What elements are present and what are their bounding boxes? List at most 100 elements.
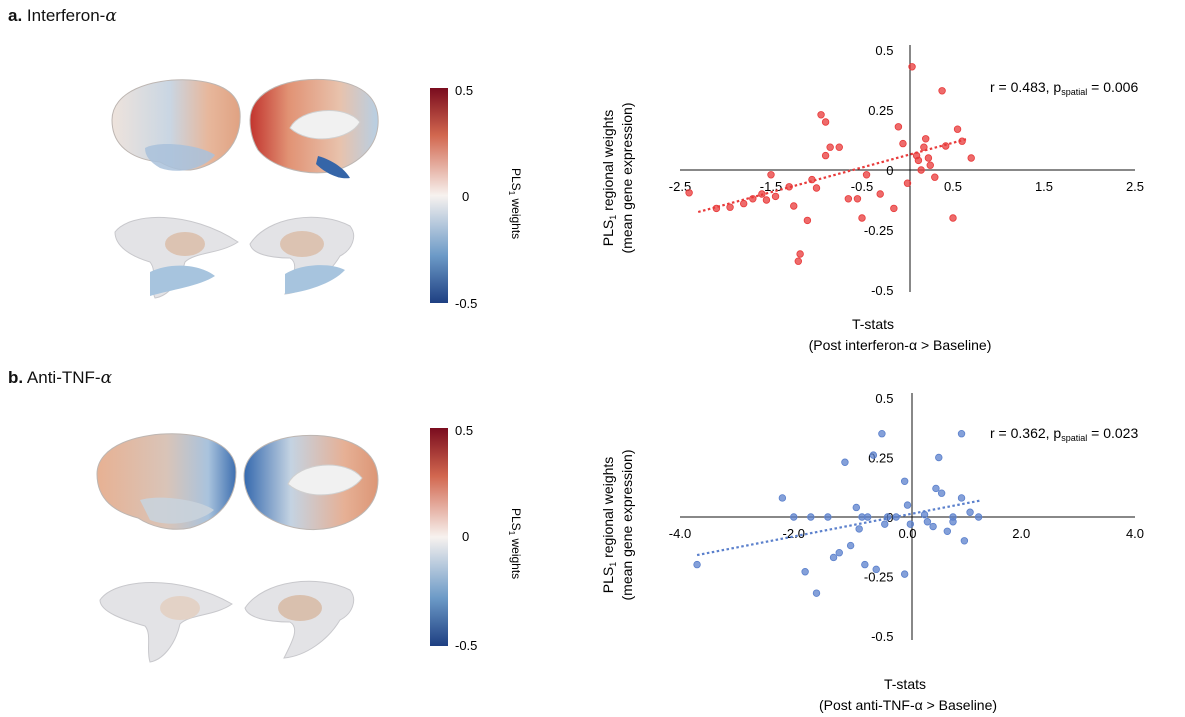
panel-a-point-22 bbox=[853, 195, 862, 203]
panel-b-point-1 bbox=[778, 494, 787, 502]
panel-a-point-34 bbox=[920, 143, 928, 151]
panel-a-point-10 bbox=[790, 202, 798, 210]
panel-b-title: Anti-TNF- bbox=[26, 368, 101, 387]
panel-b-point-18 bbox=[878, 430, 886, 438]
panel-a-point-19 bbox=[826, 143, 834, 151]
panel-a-lateral-temporal bbox=[145, 144, 215, 171]
panel-b-x-tick-3: 2.0 bbox=[1012, 526, 1030, 541]
panel-b-y-tick-0: 0.5 bbox=[875, 391, 893, 406]
panel-a-point-37 bbox=[926, 161, 934, 169]
panel-a-point-14 bbox=[808, 175, 816, 184]
panel-b-point-30 bbox=[935, 453, 943, 462]
panel-a-label: a. Interferon-α bbox=[8, 6, 117, 26]
panel-a-subcortex-left-nucleus bbox=[165, 232, 205, 256]
panel-b-lateral-temporal bbox=[140, 497, 214, 524]
panel-a-x-tick-2: -0.5 bbox=[851, 179, 873, 194]
panel-a-scatter-plot: -2.5 -1.5 -0.5 0.5 1.5 2.5 0.50.250-0.25-0.5 … bbox=[600, 43, 1144, 353]
panel-b-point-3 bbox=[801, 568, 809, 576]
panel-b-point-16 bbox=[869, 451, 878, 459]
panel-b-point-19 bbox=[881, 520, 889, 528]
panel-a-point-36 bbox=[924, 154, 933, 162]
panel-b-point-21 bbox=[892, 513, 900, 521]
panel-a-point-16 bbox=[817, 111, 825, 119]
panel-a-annotation: r = 0.483, pspatial = 0.006 bbox=[990, 79, 1138, 97]
panel-b-y-tick-3: -0.25 bbox=[864, 570, 894, 585]
panel-b-label: b. Anti-TNF-α bbox=[8, 368, 112, 388]
panel-b-point-39 bbox=[974, 513, 983, 521]
panel-a-point-21 bbox=[844, 195, 853, 203]
panel-b-annotation: r = 0.362, pspatial = 0.023 bbox=[990, 425, 1138, 443]
panel-a-medial-temporal bbox=[316, 156, 350, 179]
panel-a-point-26 bbox=[890, 204, 898, 213]
panel-a-x-label-line2: (Post interferon-α > Baseline) bbox=[809, 337, 992, 353]
panel-b-point-8 bbox=[835, 549, 843, 557]
panel-a-data-points bbox=[685, 63, 975, 265]
panel-b-colorbar-gradient bbox=[430, 428, 448, 646]
panel-b-point-37 bbox=[960, 537, 969, 545]
panel-a-hippocampus-right bbox=[285, 265, 345, 294]
panel-b-point-7 bbox=[829, 553, 838, 562]
panel-b-point-10 bbox=[846, 541, 855, 550]
panel-b-y-label-line2: (mean gene expression) bbox=[619, 450, 635, 601]
panel-b-point-38 bbox=[966, 508, 974, 516]
panel-a-hippocampus-left bbox=[150, 265, 215, 296]
panel-a-point-3 bbox=[740, 199, 748, 208]
panel-a-title-greek: α bbox=[105, 6, 117, 26]
panel-b-point-25 bbox=[906, 520, 915, 528]
panel-b-point-14 bbox=[861, 560, 869, 569]
panel-b-x-label-line1: T-stats bbox=[884, 676, 926, 692]
panel-b-point-31 bbox=[937, 489, 946, 497]
panel-a-y-tick-1: 0.25 bbox=[868, 103, 893, 118]
panel-b-x-tick-0: -4.0 bbox=[669, 526, 691, 541]
panel-b-point-24 bbox=[903, 501, 912, 509]
panel-b-medial-callosum bbox=[287, 464, 363, 496]
panel-b-data-points bbox=[693, 430, 983, 597]
panel-b-trendline bbox=[696, 499, 982, 557]
panel-a-point-11 bbox=[794, 257, 802, 265]
panel-b-x-tick-2: 0.0 bbox=[898, 526, 916, 541]
panel-a-colorbar-gradient bbox=[430, 88, 448, 303]
panel-b-colorbar: 0.5 0 -0.5 PLS1 weights bbox=[430, 423, 523, 653]
panel-b-point-2 bbox=[790, 513, 798, 521]
panel-a-x-tick-labels: -2.5 -1.5 -0.5 0.5 1.5 2.5 bbox=[669, 179, 1144, 194]
panel-b-x-tick-1: -2.0 bbox=[783, 526, 805, 541]
panel-a-colorbar-min: -0.5 bbox=[455, 296, 477, 311]
panel-b-colorbar-mid: 0 bbox=[462, 529, 469, 544]
panel-b-point-4 bbox=[807, 513, 815, 521]
panel-a-point-29 bbox=[903, 179, 912, 187]
panel-b-x-tick-4: 4.0 bbox=[1126, 526, 1144, 541]
panel-a-point-15 bbox=[812, 184, 821, 192]
panel-a-point-25 bbox=[876, 190, 884, 198]
panel-a-x-label-line1: T-stats bbox=[852, 316, 894, 332]
panel-a-y-tick-0: 0.5 bbox=[875, 43, 893, 58]
panel-a-colorbar-label: PLS1 weights bbox=[507, 168, 523, 239]
panel-a-x-tick-0: -2.5 bbox=[669, 179, 691, 194]
panel-a-point-1 bbox=[712, 204, 721, 213]
panel-a-point-2 bbox=[726, 203, 734, 211]
panel-b-point-36 bbox=[957, 430, 966, 438]
panel-a-point-9 bbox=[785, 183, 793, 191]
panel-b-point-17 bbox=[872, 565, 880, 574]
panel-a-point-8 bbox=[771, 192, 780, 201]
panel-a-x-tick-3: 0.5 bbox=[944, 179, 962, 194]
panel-a-point-30 bbox=[908, 63, 916, 71]
panel-b-y-tick-4: -0.5 bbox=[871, 629, 893, 644]
panel-a-x-tick-5: 2.5 bbox=[1126, 179, 1144, 194]
panel-b-point-32 bbox=[943, 527, 952, 535]
panel-a-y-tick-2: 0 bbox=[886, 163, 893, 178]
panel-a-medial-callosum bbox=[289, 110, 361, 140]
panel-a-point-42 bbox=[953, 125, 962, 133]
panel-b-brain-renders bbox=[96, 433, 379, 663]
panel-b-letter: b. bbox=[8, 368, 24, 387]
panel-a-colorbar-max: 0.5 bbox=[455, 83, 473, 98]
panel-a-point-35 bbox=[922, 135, 930, 143]
panel-b-point-5 bbox=[812, 589, 821, 597]
panel-b-subcortex-left-nucleus bbox=[160, 596, 200, 620]
panel-a-point-12 bbox=[796, 250, 804, 258]
panel-a-title: Interferon- bbox=[26, 6, 106, 25]
panel-a-point-44 bbox=[967, 154, 975, 162]
panel-a-trendline bbox=[697, 137, 968, 214]
panel-a-subcortex-right-nucleus bbox=[280, 231, 324, 257]
panel-b-point-34 bbox=[949, 518, 957, 526]
